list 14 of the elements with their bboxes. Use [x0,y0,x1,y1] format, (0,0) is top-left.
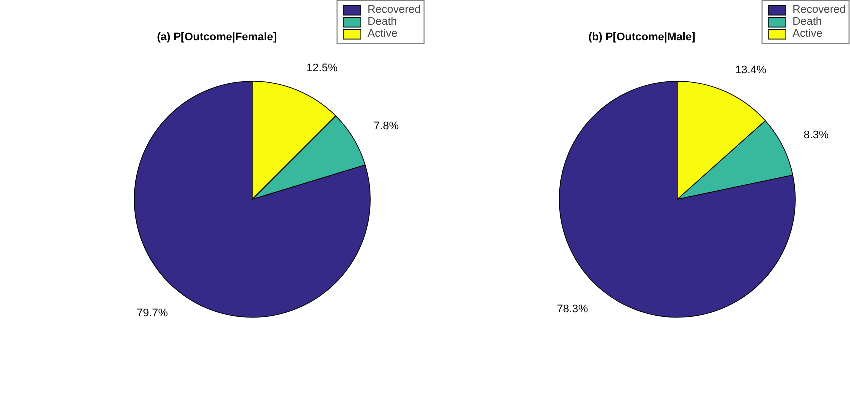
data-label: 12.5% [306,62,338,75]
legend-label: Active [792,28,823,40]
data-label: 79.7% [137,307,168,320]
legend-label: Recovered [368,4,421,16]
text: (a) P[Outcome|Female] [157,32,278,44]
data-label: 78.3% [557,303,588,316]
data-label: 13.4% [735,64,767,76]
legend-label: Death [368,16,398,28]
legend-label: Recovered [792,4,846,16]
data-label: 7.8% [374,120,400,133]
data-label: 8.3% [804,130,830,142]
legend-label: Death [792,16,822,28]
legend-label: Active [368,28,398,40]
text: (b) P[Outcome|Male] [588,32,696,44]
